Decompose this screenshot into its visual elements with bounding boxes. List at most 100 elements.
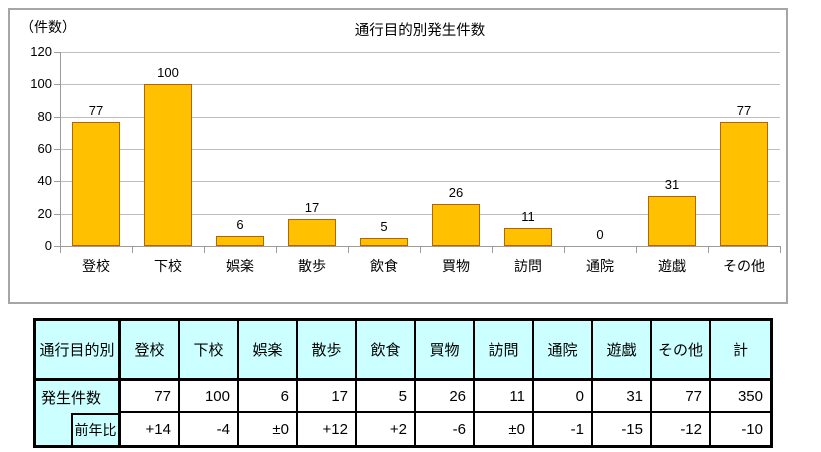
- x-axis-tick: [204, 247, 205, 253]
- table-count-cell: 6: [239, 381, 298, 413]
- purpose-data-table: 通行目的別 登校 下校 娯楽 散歩 飲食 買物 訪問 通院 遊戯 その他計発生件数 77 100 6 17 5…: [33, 318, 773, 448]
- table-col-header: 登校: [121, 321, 180, 381]
- y-axis-tick: [54, 84, 60, 86]
- table-count-cell: 17: [298, 381, 357, 413]
- gridline: [60, 213, 780, 215]
- x-axis-category-label: 登校: [82, 258, 110, 274]
- table-count-cell: 100: [180, 381, 239, 413]
- y-axis-tick-label: 120: [30, 44, 52, 59]
- x-axis-category-label: 遊戯: [658, 258, 686, 274]
- x-axis-tick: [132, 247, 133, 253]
- y-axis-tick-label: 60: [37, 141, 52, 156]
- x-axis-tick: [348, 247, 349, 253]
- bar-value-label: 77: [736, 103, 752, 118]
- table-yoy-cell: -6: [416, 413, 475, 445]
- bar-下校: [144, 84, 192, 246]
- x-axis-tick: [276, 247, 277, 253]
- bar-登校: [72, 122, 120, 246]
- table-col-header: 通院: [534, 321, 593, 381]
- y-axis-line: [60, 52, 61, 246]
- x-axis-category-label: 娯楽: [226, 258, 254, 274]
- x-axis-category-label: 下校: [154, 258, 182, 274]
- bar-value-label: 0: [596, 227, 604, 242]
- bar-遊戯: [648, 196, 696, 246]
- x-axis-tick: [708, 247, 709, 253]
- bar-その他: [720, 122, 768, 246]
- x-axis-tick: [492, 247, 493, 253]
- table-yoy-cell: ±0: [475, 413, 534, 445]
- table-count-cell: 11: [475, 381, 534, 413]
- bar-娯楽: [216, 236, 264, 246]
- table-count-cell: 31: [593, 381, 652, 413]
- table-yoy-cell: -10: [741, 420, 763, 438]
- bar-value-label: 31: [664, 177, 680, 192]
- gridline: [60, 52, 780, 53]
- table-col-header: 娯楽: [239, 321, 298, 381]
- bar-value-label: 6: [236, 217, 244, 232]
- y-axis-tick-label: 100: [30, 76, 52, 92]
- table-count-cell: 0: [534, 381, 593, 413]
- table-col-header: 下校: [180, 321, 239, 381]
- bar-value-label: 100: [157, 65, 179, 80]
- table-yoy-cell: +2: [357, 413, 416, 445]
- x-axis-tick: [420, 247, 421, 253]
- x-axis-category-label: 訪問: [514, 258, 542, 274]
- bar-訪問: [504, 228, 552, 246]
- y-axis-tick: [54, 246, 60, 247]
- bar-value-label: 17: [304, 200, 320, 215]
- y-axis-tick: [54, 52, 60, 53]
- bar-飲食: [360, 238, 408, 246]
- bar-買物: [432, 204, 480, 246]
- table-col-header: 買物: [416, 321, 475, 381]
- x-axis-category-label: 飲食: [370, 258, 398, 274]
- x-axis-tick: [564, 247, 565, 253]
- gridline: [60, 149, 780, 150]
- y-axis-unit-label: （件数）: [20, 19, 76, 35]
- gridline: [60, 181, 780, 183]
- table-count-cell: 26: [416, 381, 475, 413]
- gridline: [60, 116, 780, 118]
- x-axis-category-label: 通院: [586, 258, 614, 274]
- y-axis-tick: [54, 213, 60, 215]
- table-row-label-counts: 発生件数: [36, 381, 121, 413]
- bar-value-label: 5: [380, 219, 388, 234]
- gridline: [60, 84, 780, 86]
- chart-plot-area: 0 20 40 60 80 100 120 77 登校 100 下校 6 娯楽 17 散歩 5 飲食 26 買物 11…: [10, 10, 786, 302]
- table-count-cell: 77: [652, 381, 711, 413]
- y-axis-tick: [54, 149, 60, 150]
- x-axis-line: [60, 246, 781, 247]
- y-axis-tick-label: 40: [37, 173, 52, 189]
- bar-value-label: 77: [88, 103, 104, 118]
- table-yoy-cell: -1: [534, 413, 593, 445]
- table-yoy-cell: ±0: [239, 413, 298, 445]
- table-count-cell: 5: [357, 381, 416, 413]
- bar-散歩: [288, 219, 336, 246]
- table-count-cell: 77: [121, 381, 180, 413]
- bar-value-label: 11: [521, 209, 535, 224]
- table-indent-cell: [36, 413, 71, 445]
- table-col-header: 計: [711, 321, 770, 381]
- x-axis-tick: [780, 247, 781, 253]
- table-yoy-cell: -15: [593, 413, 652, 445]
- table-yoy-cell: +14: [121, 413, 180, 445]
- table-yoy-cell: -12: [652, 413, 711, 445]
- x-axis-tick: [636, 247, 637, 253]
- chart-title: 通行目的別発生件数: [354, 23, 486, 39]
- y-axis-tick-label: 20: [37, 205, 52, 221]
- table-count-cell: 350: [711, 381, 770, 413]
- y-axis-tick: [54, 116, 60, 118]
- table-yoy-cell: +12: [298, 413, 357, 445]
- table-yoy-cell: -4: [180, 413, 239, 445]
- table-col-header: 散歩: [298, 321, 357, 381]
- x-axis-category-label: 散歩: [298, 258, 326, 274]
- table-col-header: 遊戯: [593, 321, 652, 381]
- y-axis-tick: [54, 181, 60, 183]
- chart-panel: （件数） 通行目的別発生件数 0 20 40 60 80 100 120 77 登校 100 下校 6…: [8, 8, 788, 304]
- table-col-header: その他: [652, 321, 711, 381]
- x-axis-tick: [60, 247, 61, 253]
- table-corner-header: 通行目的別: [36, 321, 121, 381]
- x-axis-category-label: その他: [723, 258, 765, 274]
- table-col-header: 飲食: [357, 321, 416, 381]
- x-axis-category-label: 買物: [442, 258, 470, 274]
